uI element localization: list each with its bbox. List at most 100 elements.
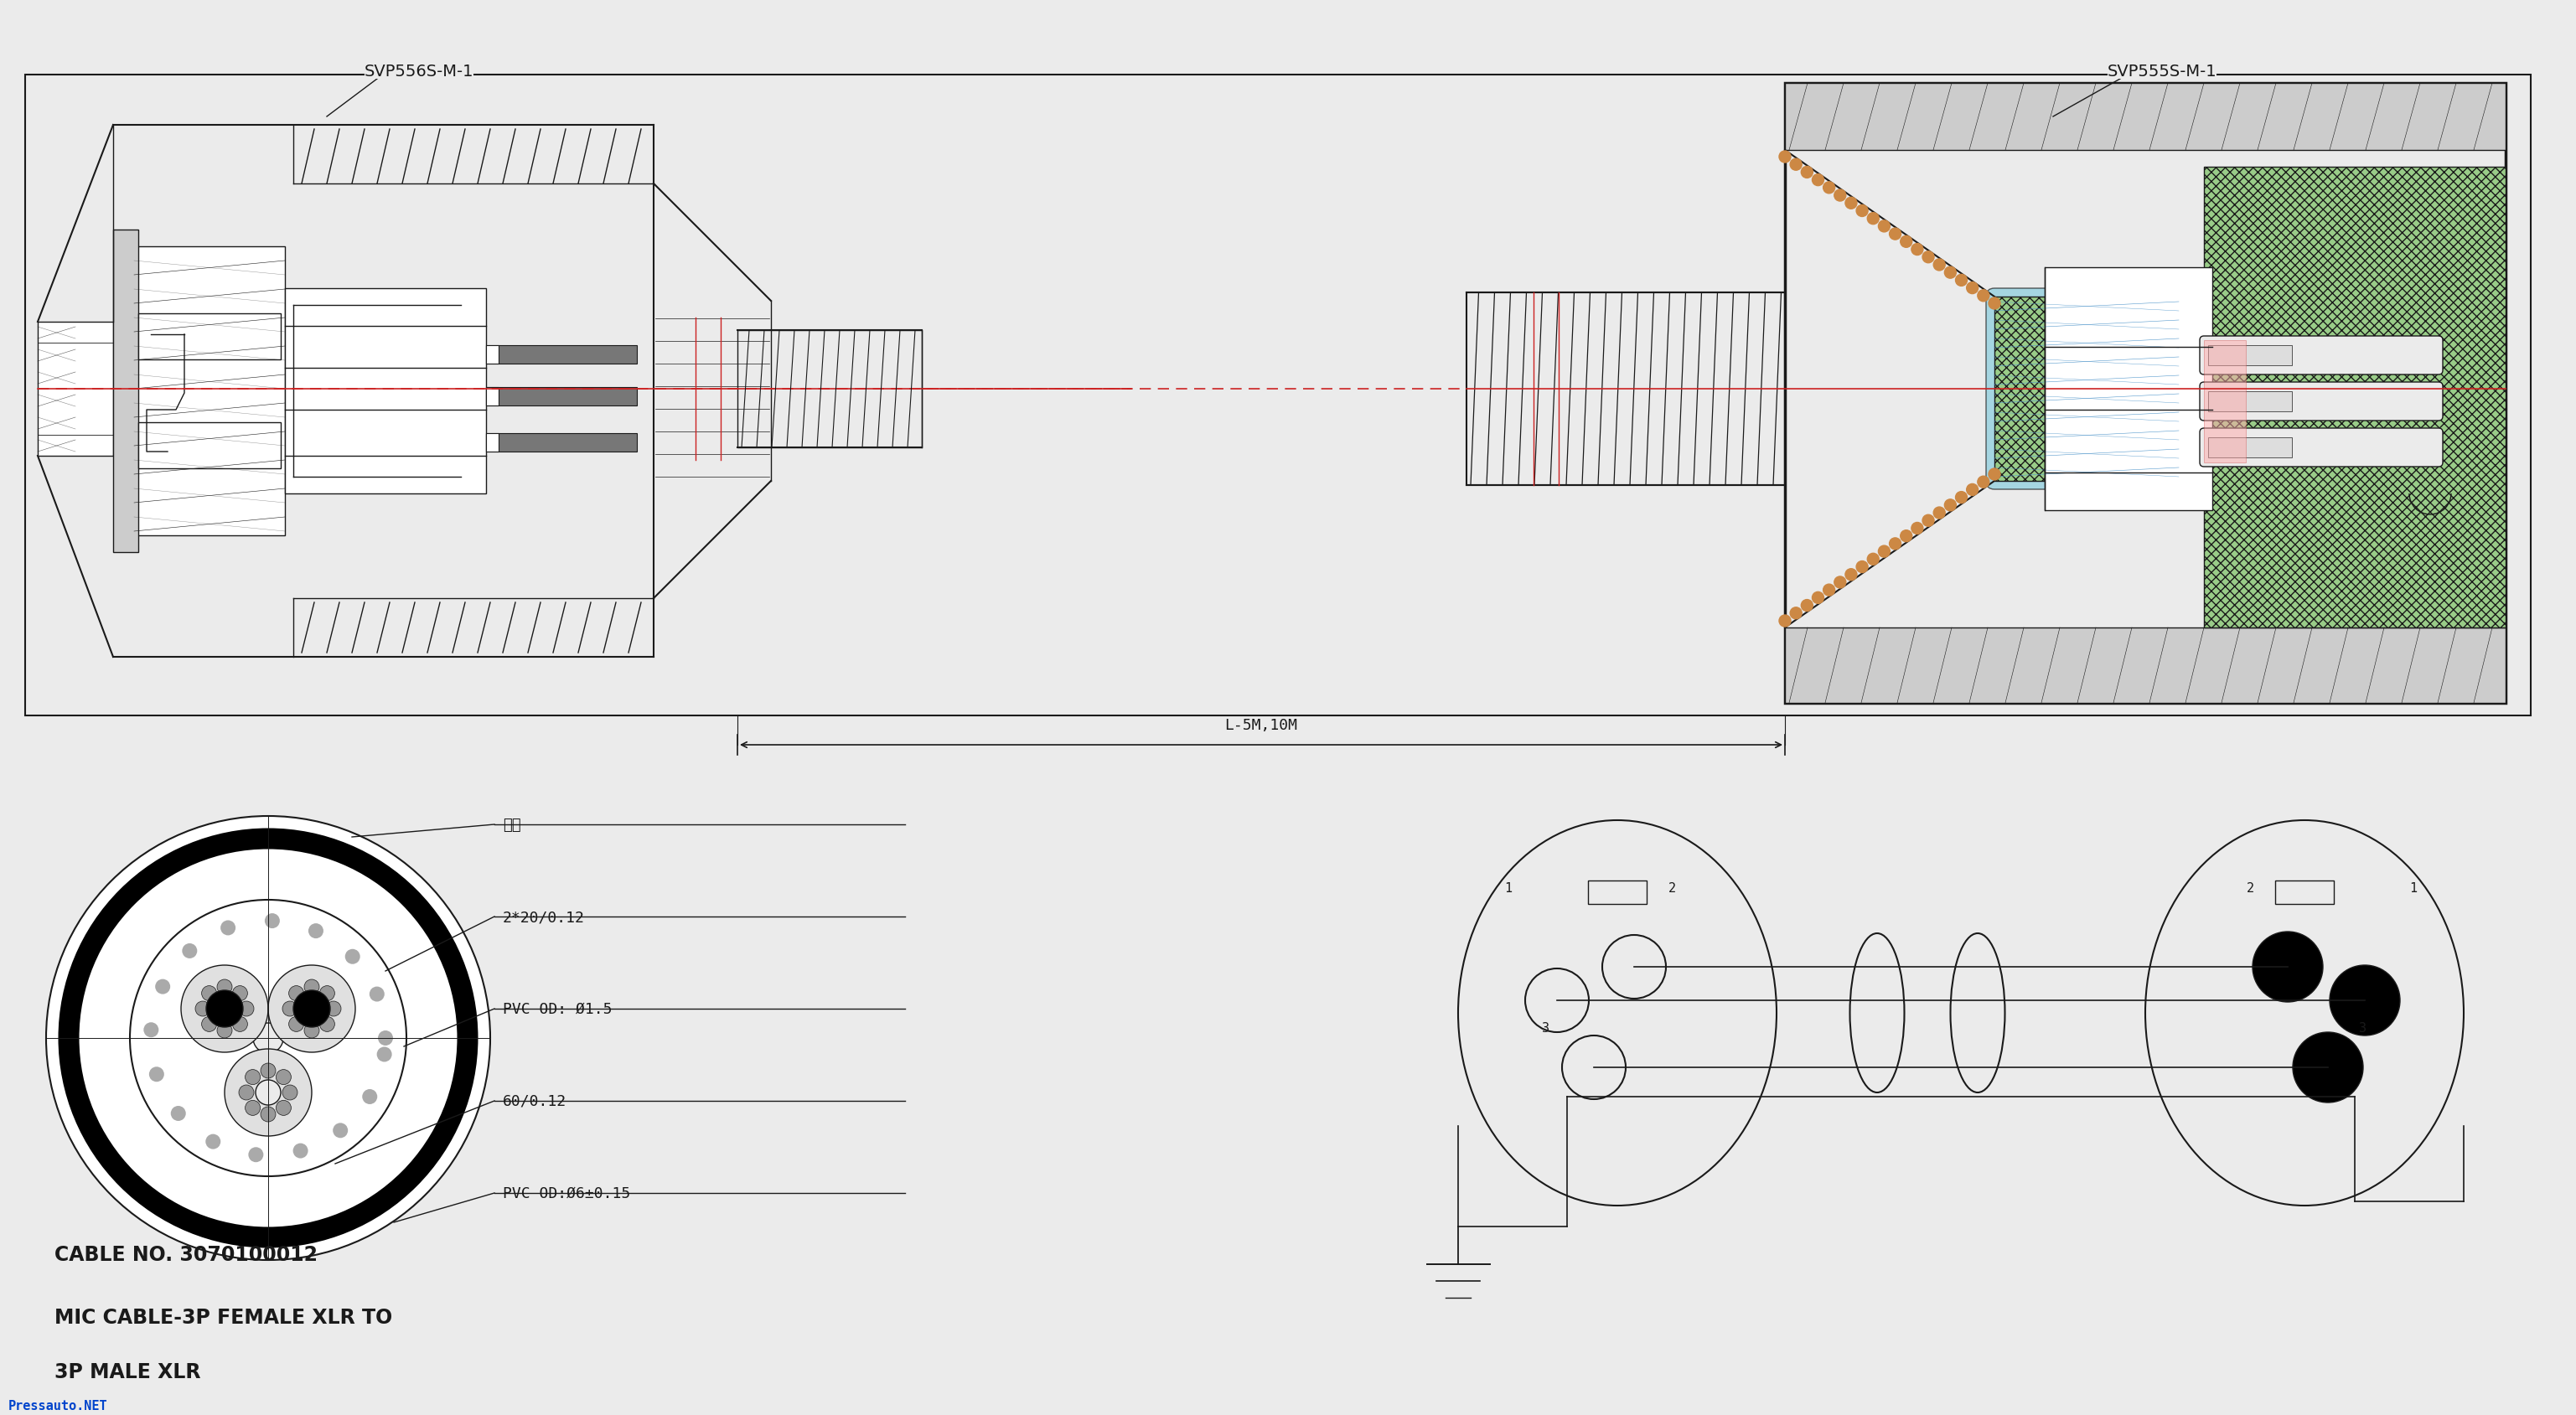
Circle shape [1989, 468, 2002, 481]
Text: SVP556S-M-1: SVP556S-M-1 [363, 64, 474, 79]
Circle shape [216, 1023, 232, 1039]
Circle shape [265, 914, 281, 928]
Bar [737, 331, 922, 449]
Bar [139, 423, 281, 468]
Circle shape [1922, 252, 1935, 263]
Bar [487, 388, 500, 406]
Circle shape [1878, 221, 1891, 232]
Circle shape [1834, 190, 1847, 202]
Circle shape [252, 1023, 283, 1053]
Circle shape [1888, 538, 1901, 550]
Text: SVP555S-M-1: SVP555S-M-1 [2107, 64, 2218, 79]
Circle shape [247, 1148, 263, 1162]
Text: 棉线: 棉线 [502, 818, 520, 832]
Text: 3: 3 [1543, 1022, 1551, 1034]
Bar [1785, 83, 2506, 151]
Bar [1466, 293, 1785, 485]
Circle shape [1901, 236, 1911, 248]
Bar [26, 75, 2530, 716]
Text: Pressauto.NET: Pressauto.NET [8, 1399, 108, 1412]
Circle shape [1868, 553, 1878, 566]
FancyBboxPatch shape [1986, 289, 2187, 490]
Circle shape [255, 1080, 281, 1105]
Circle shape [1955, 275, 1968, 287]
Circle shape [379, 1030, 394, 1046]
Text: 1: 1 [1504, 882, 1512, 894]
Circle shape [206, 1135, 222, 1149]
Circle shape [1525, 969, 1589, 1033]
Ellipse shape [1850, 934, 1904, 1092]
Circle shape [376, 1047, 392, 1063]
Text: 2: 2 [2246, 882, 2254, 894]
Text: 1: 1 [2409, 882, 2416, 894]
Circle shape [289, 1017, 304, 1032]
Circle shape [201, 986, 216, 1000]
Circle shape [283, 1002, 296, 1016]
Circle shape [1811, 174, 1824, 187]
Circle shape [1602, 935, 1667, 999]
Circle shape [240, 1085, 255, 1101]
Bar [487, 434, 636, 453]
Circle shape [1801, 600, 1814, 611]
Circle shape [294, 990, 330, 1027]
Circle shape [1922, 515, 1935, 526]
FancyBboxPatch shape [2200, 382, 2442, 422]
Text: 60/0.12: 60/0.12 [502, 1094, 567, 1108]
Circle shape [304, 1023, 319, 1039]
Circle shape [245, 1101, 260, 1115]
Circle shape [183, 944, 198, 958]
Circle shape [276, 1101, 291, 1115]
Circle shape [1780, 616, 1790, 627]
Bar [1994, 297, 2045, 481]
Circle shape [304, 979, 319, 995]
Bar [487, 388, 636, 406]
Text: CABLE NO. 3070100012: CABLE NO. 3070100012 [54, 1244, 317, 1264]
Circle shape [283, 1085, 296, 1101]
Circle shape [345, 949, 361, 965]
Circle shape [268, 965, 355, 1053]
Bar [487, 345, 500, 364]
Circle shape [1561, 1036, 1625, 1099]
FancyBboxPatch shape [2200, 337, 2442, 375]
Circle shape [1965, 283, 1978, 294]
Circle shape [260, 1063, 276, 1078]
Text: L-5M,10M: L-5M,10M [1224, 717, 1298, 733]
Circle shape [216, 979, 232, 995]
Circle shape [319, 986, 335, 1000]
Circle shape [1989, 299, 2002, 310]
Circle shape [144, 1023, 160, 1037]
Circle shape [1824, 183, 1834, 194]
Text: 2*20/0.12: 2*20/0.12 [502, 910, 585, 924]
Circle shape [1978, 290, 1989, 301]
Circle shape [1945, 499, 1955, 511]
Circle shape [129, 900, 407, 1176]
Circle shape [1935, 508, 1945, 519]
Text: 3: 3 [2360, 1022, 2367, 1034]
Circle shape [170, 1107, 185, 1121]
Circle shape [327, 1002, 340, 1016]
FancyBboxPatch shape [1587, 880, 1646, 904]
Text: 2: 2 [1669, 882, 1674, 894]
Circle shape [1857, 562, 1868, 573]
Circle shape [149, 1067, 165, 1082]
Circle shape [224, 1049, 312, 1136]
Bar [39, 323, 113, 456]
Circle shape [276, 1070, 291, 1085]
Circle shape [196, 1002, 211, 1016]
Text: MIC CABLE-3P FEMALE XLR TO: MIC CABLE-3P FEMALE XLR TO [54, 1307, 392, 1327]
Circle shape [1901, 531, 1911, 542]
Circle shape [1790, 607, 1801, 620]
Bar [286, 289, 487, 494]
Circle shape [2329, 965, 2401, 1036]
Circle shape [2251, 932, 2324, 1002]
Circle shape [368, 986, 384, 1002]
Bar [487, 345, 636, 364]
Circle shape [245, 1070, 260, 1085]
Circle shape [1780, 151, 1790, 163]
Bar [2205, 341, 2246, 463]
Text: PVC OD:Ø6±0.15: PVC OD:Ø6±0.15 [502, 1186, 631, 1201]
Circle shape [1811, 593, 1824, 604]
Ellipse shape [2146, 821, 2463, 1206]
Text: PVC OD: Ø1.5: PVC OD: Ø1.5 [502, 1002, 613, 1016]
Circle shape [180, 965, 268, 1053]
